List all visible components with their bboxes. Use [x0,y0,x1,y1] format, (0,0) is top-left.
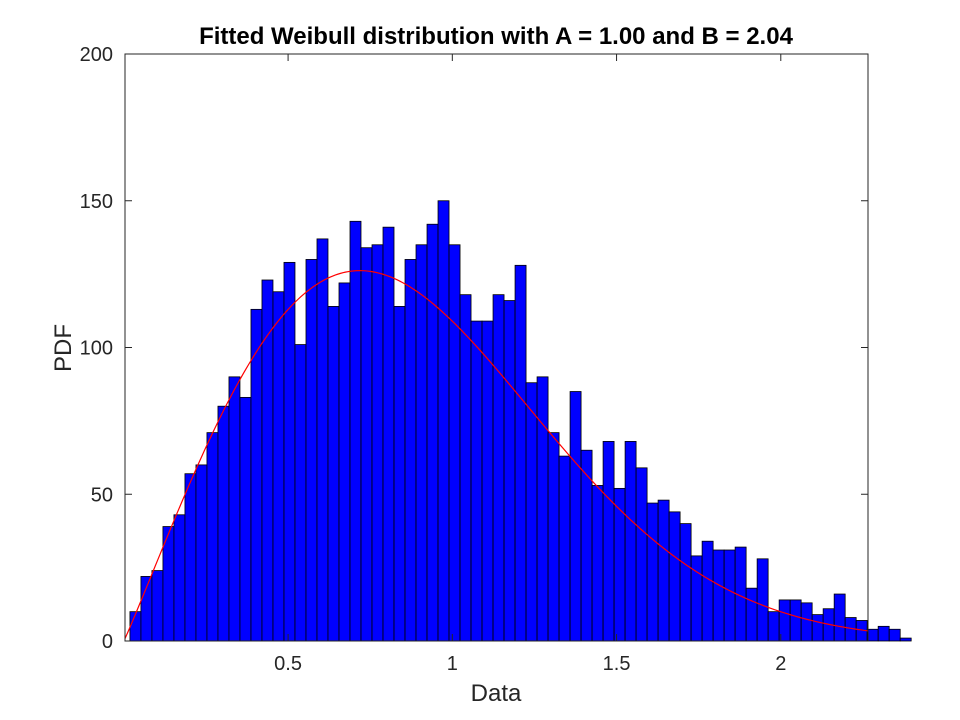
histogram-bar-54 [723,549,736,642]
x-tick-label-0: 0.5 [274,653,302,675]
histogram-bar-24 [393,306,406,642]
x-tick-label-1: 1 [447,653,458,675]
histogram-bar-18 [327,306,340,642]
histogram-bar-14 [283,261,296,642]
histogram-bar-64 [833,593,846,642]
histogram-bar-27 [426,223,439,642]
y-axis-label: PDF [50,324,77,372]
histogram-bar-33 [492,294,505,642]
histogram-bar-57 [756,558,769,642]
histogram-bar-34 [503,300,516,642]
histogram-bar-38 [547,432,560,642]
y-tick-label-4: 200 [80,44,113,66]
histogram-bar-45 [624,441,637,642]
histogram-bar-22 [371,244,384,642]
y-axis-ticks: 0 50 100 150 200 [80,44,868,653]
histogram-bar-26 [415,244,428,642]
histogram-bar-67 [866,628,879,642]
histogram-bar-6 [195,464,208,642]
x-tick-label-2: 1.5 [603,653,631,675]
histogram-bar-15 [294,344,307,642]
x-axis-ticks: 0.5 1 1.5 2 [274,54,786,675]
histogram-bar-11 [250,308,263,642]
histogram-bar-29 [448,244,461,642]
histogram-bar-17 [316,238,329,642]
histogram-bar-48 [657,499,670,642]
chart-title: Fitted Weibull distribution with A = 1.0… [199,23,794,50]
histogram-bar-7 [206,432,219,642]
histogram-bars [129,200,912,642]
histogram-bar-62 [811,614,824,642]
x-tick-label-3: 2 [775,653,786,675]
histogram-bar-69 [888,628,901,642]
histogram-bar-13 [272,291,285,642]
histogram-bar-50 [679,523,692,642]
histogram-bar-44 [613,487,626,642]
histogram-bar-31 [470,320,483,642]
histogram-bar-37 [536,376,549,642]
histogram-bar-52 [701,540,714,642]
histogram-bar-21 [360,247,373,642]
histogram-bar-68 [877,625,890,642]
histogram-bar-23 [382,226,395,642]
histogram-bar-42 [591,485,604,642]
histogram-bar-40 [569,391,582,642]
histogram-bar-32 [481,320,494,642]
y-tick-label-0: 0 [102,631,113,653]
histogram-bar-53 [712,549,725,642]
histogram-bar-36 [525,382,538,642]
histogram-bar-20 [349,220,362,642]
x-axis-label: Data [471,680,522,707]
histogram-bar-2 [151,570,164,642]
histogram-bar-19 [338,282,351,642]
histogram-bar-58 [767,611,780,642]
histogram-bar-43 [602,441,615,642]
histogram-bar-46 [635,467,648,642]
y-tick-label-1: 50 [91,484,113,506]
histogram-bar-39 [558,455,571,642]
histogram-bar-28 [437,200,450,642]
histogram-bar-25 [404,259,417,642]
histogram-bar-61 [800,602,813,642]
histogram-bar-5 [184,473,197,642]
y-tick-label-2: 100 [80,338,113,360]
y-tick-label-3: 150 [80,191,113,213]
histogram-bar-4 [173,514,186,642]
histogram-bar-49 [668,511,681,642]
histogram-bar-8 [217,405,230,642]
weibull-fit-curve [124,270,869,639]
histogram-bar-70 [899,637,912,642]
histogram-bar-10 [239,396,252,642]
histogram-bar-35 [514,264,527,642]
histogram-bar-30 [459,294,472,642]
histogram-bar-56 [745,587,758,642]
histogram-bar-12 [261,279,274,642]
histogram-bar-60 [789,599,802,642]
histogram-bar-9 [228,376,241,642]
histogram-bar-0 [129,611,142,642]
histogram-bar-16 [305,259,318,642]
histogram-bar-47 [646,502,659,642]
